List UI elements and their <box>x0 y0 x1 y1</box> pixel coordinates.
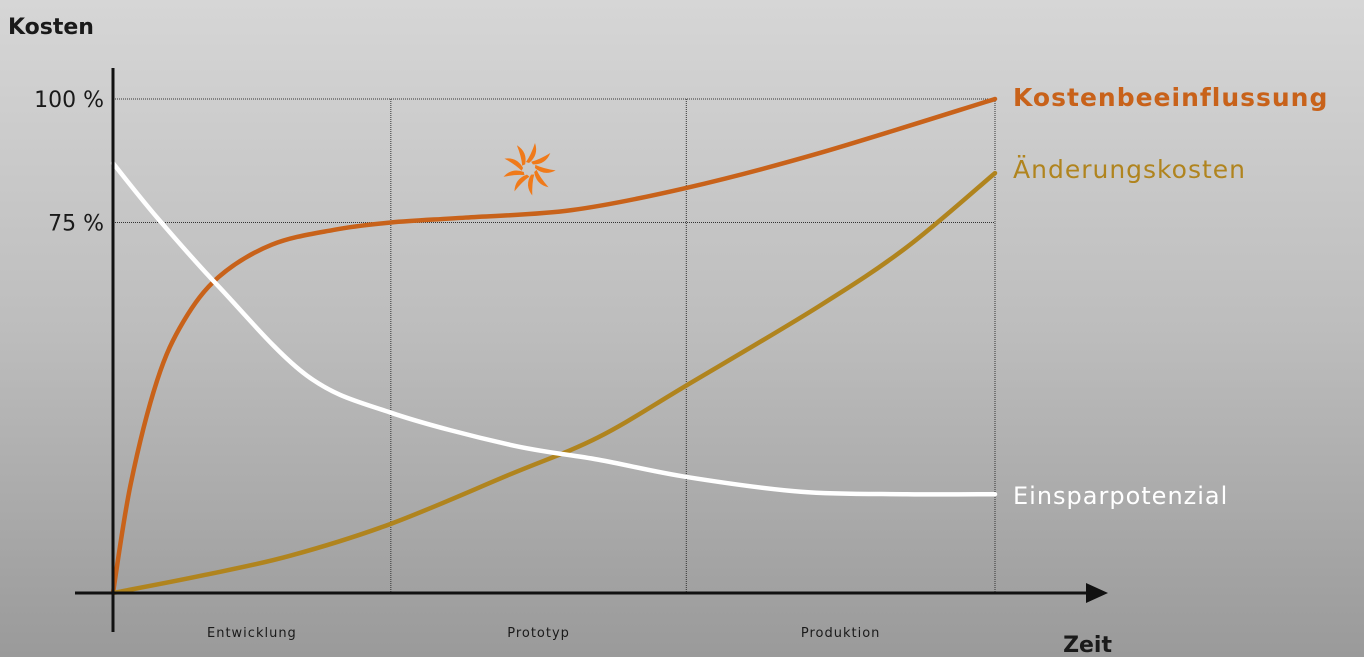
sun-arm-6 <box>503 170 525 177</box>
series-line-0 <box>110 96 998 596</box>
sun-arm-3 <box>534 169 549 188</box>
sun-arm-2 <box>534 164 556 173</box>
y-tick-label-0: 100 % <box>34 88 104 113</box>
y-tick-label-1: 75 % <box>48 212 104 237</box>
series-line-1 <box>110 170 998 596</box>
series-lines <box>110 96 998 596</box>
sun-arm-7 <box>504 158 524 171</box>
sun-arm-8 <box>516 145 526 166</box>
phase-labels: Entwicklung Prototyp Produktion <box>207 626 881 641</box>
series-label-0: Kostenbeeinflussung <box>1013 83 1328 112</box>
phase-label-2: Produktion <box>801 626 881 641</box>
sun-arm-1 <box>531 152 551 165</box>
sun-arm-0 <box>526 143 537 163</box>
x-axis-arrow-icon <box>1086 583 1108 603</box>
series-line-2 <box>110 160 998 497</box>
sun-arm-4 <box>528 174 535 196</box>
orange-spiral-sun-icon <box>503 143 556 196</box>
grid <box>113 98 996 593</box>
sun-arm-5 <box>514 174 530 192</box>
series-label-2: Einsparpotenzial <box>1013 482 1228 510</box>
x-axis-label: Zeit <box>1063 633 1112 657</box>
series-label-1: Änderungskosten <box>1013 155 1246 184</box>
y-ticks: 100 % 75 % <box>34 88 104 237</box>
phase-label-1: Prototyp <box>507 626 570 641</box>
phase-label-0: Entwicklung <box>207 626 297 641</box>
series-labels: Kostenbeeinflussung Änderungskosten Einspa… <box>1013 83 1328 510</box>
y-axis-label: Kosten <box>8 15 94 40</box>
